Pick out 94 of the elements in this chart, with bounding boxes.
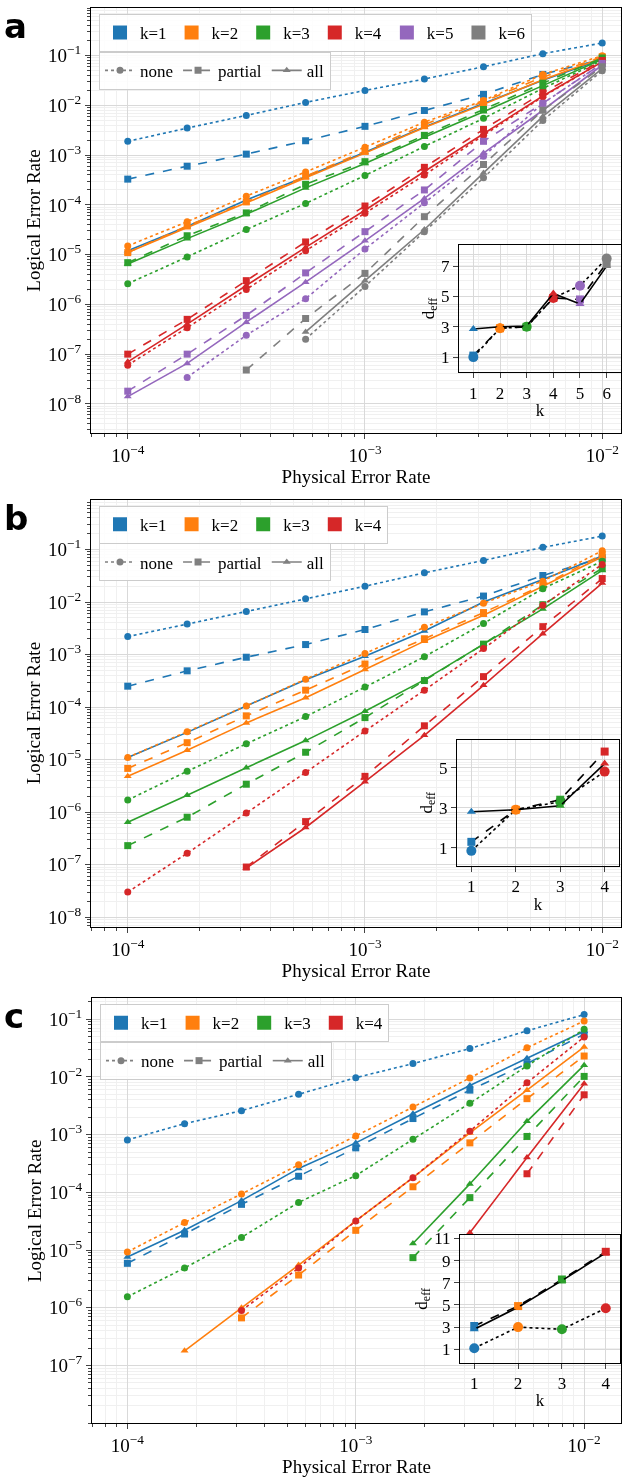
x-axis-title: Physical Error Rate (282, 1456, 431, 1478)
legend-label: k=5 (426, 24, 454, 44)
legend-label: k=4 (354, 515, 382, 535)
legend-label: all (307, 1052, 326, 1072)
x-tick-label: 10$^{−2}$ (585, 441, 619, 466)
y-tick-label: 1 (442, 1340, 451, 1360)
y-tick-label: 10$^{−1}$ (47, 536, 82, 561)
y-tick-label: 10$^{−3}$ (48, 1121, 83, 1146)
x-tick-label: 10$^{−2}$ (567, 1432, 601, 1457)
y-tick-label: 5 (442, 1295, 451, 1315)
x-tick-label: 3 (555, 877, 565, 897)
legend-label: k=4 (354, 24, 382, 44)
legend-label: partial (218, 553, 262, 573)
x-tick-label: 10$^{−3}$ (339, 1432, 373, 1457)
legend-label: k=4 (355, 1014, 383, 1034)
x-tick-label: 2 (495, 383, 505, 403)
x-tick-label: 3 (522, 383, 531, 403)
y-tick-label: 3 (442, 1318, 451, 1338)
x-tick-label: 1 (469, 383, 478, 403)
legend-label: none (141, 1052, 175, 1072)
y-tick-label: 10$^{−2}$ (48, 1063, 83, 1088)
x-axis-title: k (535, 401, 545, 421)
y-tick-label: 10$^{−4}$ (48, 1179, 83, 1204)
x-axis-title: Physical Error Rate (281, 959, 431, 981)
y-tick-label: 7 (442, 1273, 451, 1293)
legend-label: k=3 (283, 515, 310, 535)
y-tick-label: 10$^{−5}$ (47, 746, 82, 771)
chart-title: b (4, 498, 29, 538)
legend-label: k=3 (284, 1014, 311, 1034)
y-tick-label: 10$^{−5}$ (48, 1236, 83, 1261)
x-tick-label: 10$^{−2}$ (585, 935, 619, 960)
x-tick-label: 2 (513, 1374, 523, 1394)
y-tick-label: 10$^{−3}$ (47, 141, 82, 166)
y-tick-label: 11 (434, 1229, 451, 1249)
legend-label: k=6 (498, 24, 526, 44)
x-tick-label: 1 (470, 1374, 479, 1394)
chart-title: c (4, 996, 25, 1036)
x-tick-label: 10$^{−4}$ (111, 441, 145, 466)
legend-label: k=1 (140, 24, 167, 44)
y-tick-label: 10$^{−6}$ (48, 1294, 83, 1319)
legend-label: all (306, 553, 325, 573)
y-tick-label: 10$^{−2}$ (47, 588, 82, 613)
legend-label: k=3 (283, 24, 310, 44)
legend-label: k=1 (141, 1014, 168, 1034)
y-tick-label: 10$^{−7}$ (48, 1352, 83, 1377)
y-tick-label: 10$^{−1}$ (47, 42, 82, 67)
y-tick-label: 10$^{−2}$ (47, 92, 82, 117)
legend-label: partial (219, 1052, 263, 1072)
y-tick-label: 10$^{−1}$ (48, 1005, 83, 1030)
y-tick-label: 10$^{−7}$ (47, 340, 82, 365)
y-tick-label: 10$^{−7}$ (47, 851, 82, 876)
x-tick-label: 5 (575, 383, 585, 403)
y-tick-label: 10$^{−6}$ (47, 798, 82, 823)
y-tick-label: 7 (441, 257, 450, 277)
y-tick-label: 10$^{−4}$ (47, 191, 82, 216)
x-tick-label: 3 (557, 1374, 567, 1394)
y-tick-label: 5 (441, 287, 450, 307)
y-axis-title: Logical Error Rate (23, 1139, 45, 1283)
y-axis-title: Logical Error Rate (22, 149, 44, 292)
legend-label: k=1 (140, 515, 167, 535)
y-tick-label: 1 (439, 838, 448, 858)
x-axis-title: k (533, 894, 543, 914)
legend-label: none (140, 61, 174, 81)
x-axis-title: k (535, 1391, 545, 1411)
y-tick-label: 10$^{−8}$ (47, 390, 82, 415)
y-tick-label: 9 (442, 1251, 451, 1271)
y-tick-label: 1 (441, 348, 450, 368)
legend-label: k=2 (211, 515, 239, 535)
x-tick-label: 10$^{−4}$ (110, 1432, 145, 1457)
legend-label: none (140, 553, 174, 573)
legend-label: k=2 (212, 1014, 240, 1034)
x-tick-label: 1 (467, 877, 476, 897)
y-tick-label: 3 (441, 317, 450, 337)
legend-label: k=2 (211, 24, 239, 44)
y-tick-label: 5 (439, 758, 448, 778)
x-tick-label: 4 (549, 383, 559, 403)
x-axis-title: Physical Error Rate (281, 465, 431, 487)
x-tick-label: 2 (511, 877, 521, 897)
x-tick-label: 10$^{−3}$ (348, 935, 382, 960)
x-tick-label: 10$^{−3}$ (348, 441, 382, 466)
y-tick-label: 10$^{−5}$ (47, 241, 82, 266)
y-tick-label: 3 (439, 798, 448, 818)
y-tick-label: 10$^{−4}$ (47, 693, 82, 718)
y-axis-title: Logical Error Rate (22, 641, 44, 785)
chart-title: a (4, 6, 27, 46)
x-tick-label: 4 (600, 877, 610, 897)
y-tick-label: 10$^{−6}$ (47, 291, 82, 316)
legend-label: all (306, 61, 325, 81)
x-tick-label: 4 (601, 1374, 611, 1394)
y-tick-label: 10$^{−8}$ (47, 903, 82, 928)
legend-label: partial (218, 61, 262, 81)
y-tick-label: 10$^{−3}$ (47, 641, 82, 666)
x-tick-label: 10$^{−4}$ (111, 935, 145, 960)
x-tick-label: 6 (602, 383, 611, 403)
